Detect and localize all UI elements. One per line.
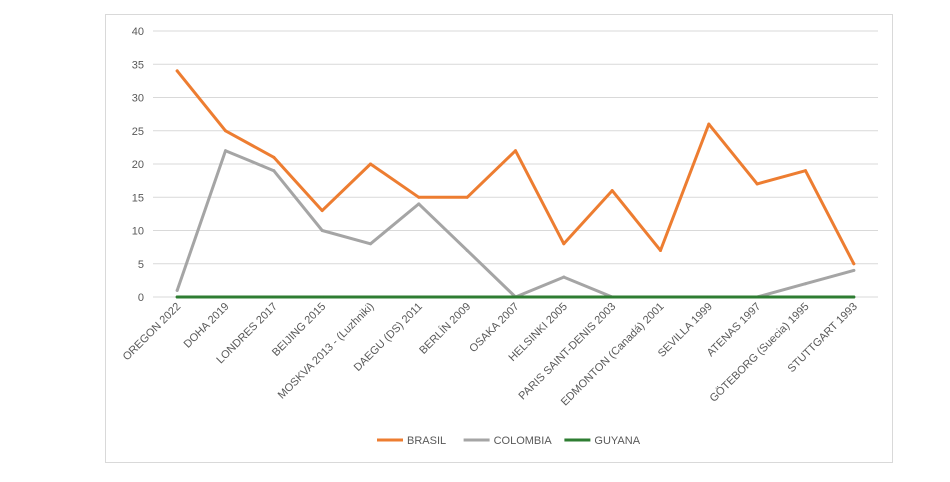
data-point-colombia [417,202,421,206]
data-point-guyana [320,295,324,299]
data-point-guyana [610,295,614,299]
data-point-colombia [272,169,276,173]
legend: BRASIL COLOMBIA GUYANA [377,435,641,447]
data-point-colombia [224,149,227,153]
data-point-brasil [514,149,517,153]
data-point-brasil [465,195,469,199]
data-point-guyana [514,295,517,299]
data-point-guyana [852,295,856,299]
chart-frame: 0 5 10 15 20 25 30 35 40 OREGON 2022 DOHA 2019 LON… [105,14,893,463]
x-tick-label: GÖTEBORG (Suecia) 1995 [708,301,812,405]
data-point-guyana [755,295,759,299]
data-point-brasil [852,262,856,266]
x-tick-label: OSAKA 2007 [467,301,521,355]
y-axis-ticks: 0 5 10 15 20 25 30 35 40 [132,26,144,304]
data-point-brasil [224,129,227,133]
y-tick-label: 5 [138,259,144,271]
series-line-brasil [175,69,856,266]
data-point-guyana [272,295,276,299]
data-point-brasil [804,169,807,173]
data-point-colombia [465,248,469,252]
data-point-guyana [417,295,421,299]
data-point-brasil [272,155,276,159]
data-point-guyana [224,295,227,299]
x-tick-label: PARIS SAINT-DENIS 2003 [517,301,619,403]
data-point-guyana [175,295,179,299]
y-tick-label: 20 [132,159,144,171]
series-line-colombia [175,149,856,299]
data-point-colombia [852,268,856,272]
data-point-brasil [369,162,372,166]
y-tick-label: 40 [132,26,144,38]
gridlines [153,30,878,298]
data-point-guyana [804,295,807,299]
data-point-brasil [610,189,614,193]
y-tick-label: 0 [138,292,144,304]
data-point-colombia [804,282,807,286]
legend-label-brasil: BRASIL [407,435,446,447]
data-point-brasil [562,242,566,246]
y-tick-label: 25 [132,126,144,138]
data-point-guyana [465,295,469,299]
y-tick-label: 35 [132,59,144,71]
y-tick-label: 30 [132,93,144,105]
x-tick-label: EDMONTON (Canadá) 2001 [559,301,667,409]
data-point-brasil [659,248,662,252]
y-tick-label: 15 [132,192,144,204]
data-point-brasil [175,69,179,73]
series-lines [175,69,856,299]
x-tick-label: DOHA 2019 [182,301,232,351]
data-point-brasil [417,195,421,199]
x-tick-label: OREGON 2022 [121,301,184,364]
data-point-brasil [755,182,759,186]
data-point-colombia [320,229,324,232]
data-point-brasil [320,209,324,213]
data-point-guyana [659,295,662,299]
data-point-colombia [562,275,566,279]
data-point-guyana [707,295,711,299]
data-point-colombia [369,242,372,246]
data-point-guyana [369,295,372,299]
x-tick-label: BERLÍN 2009 [417,300,474,357]
data-point-guyana [562,295,566,299]
legend-label-colombia: COLOMBIA [494,435,553,447]
x-tick-label: MOSKVA 2013 - (Luzhniki) [276,301,377,402]
y-tick-label: 10 [132,226,144,238]
data-point-brasil [707,122,711,126]
legend-label-guyana: GUYANA [594,435,640,447]
data-point-colombia [175,288,179,292]
